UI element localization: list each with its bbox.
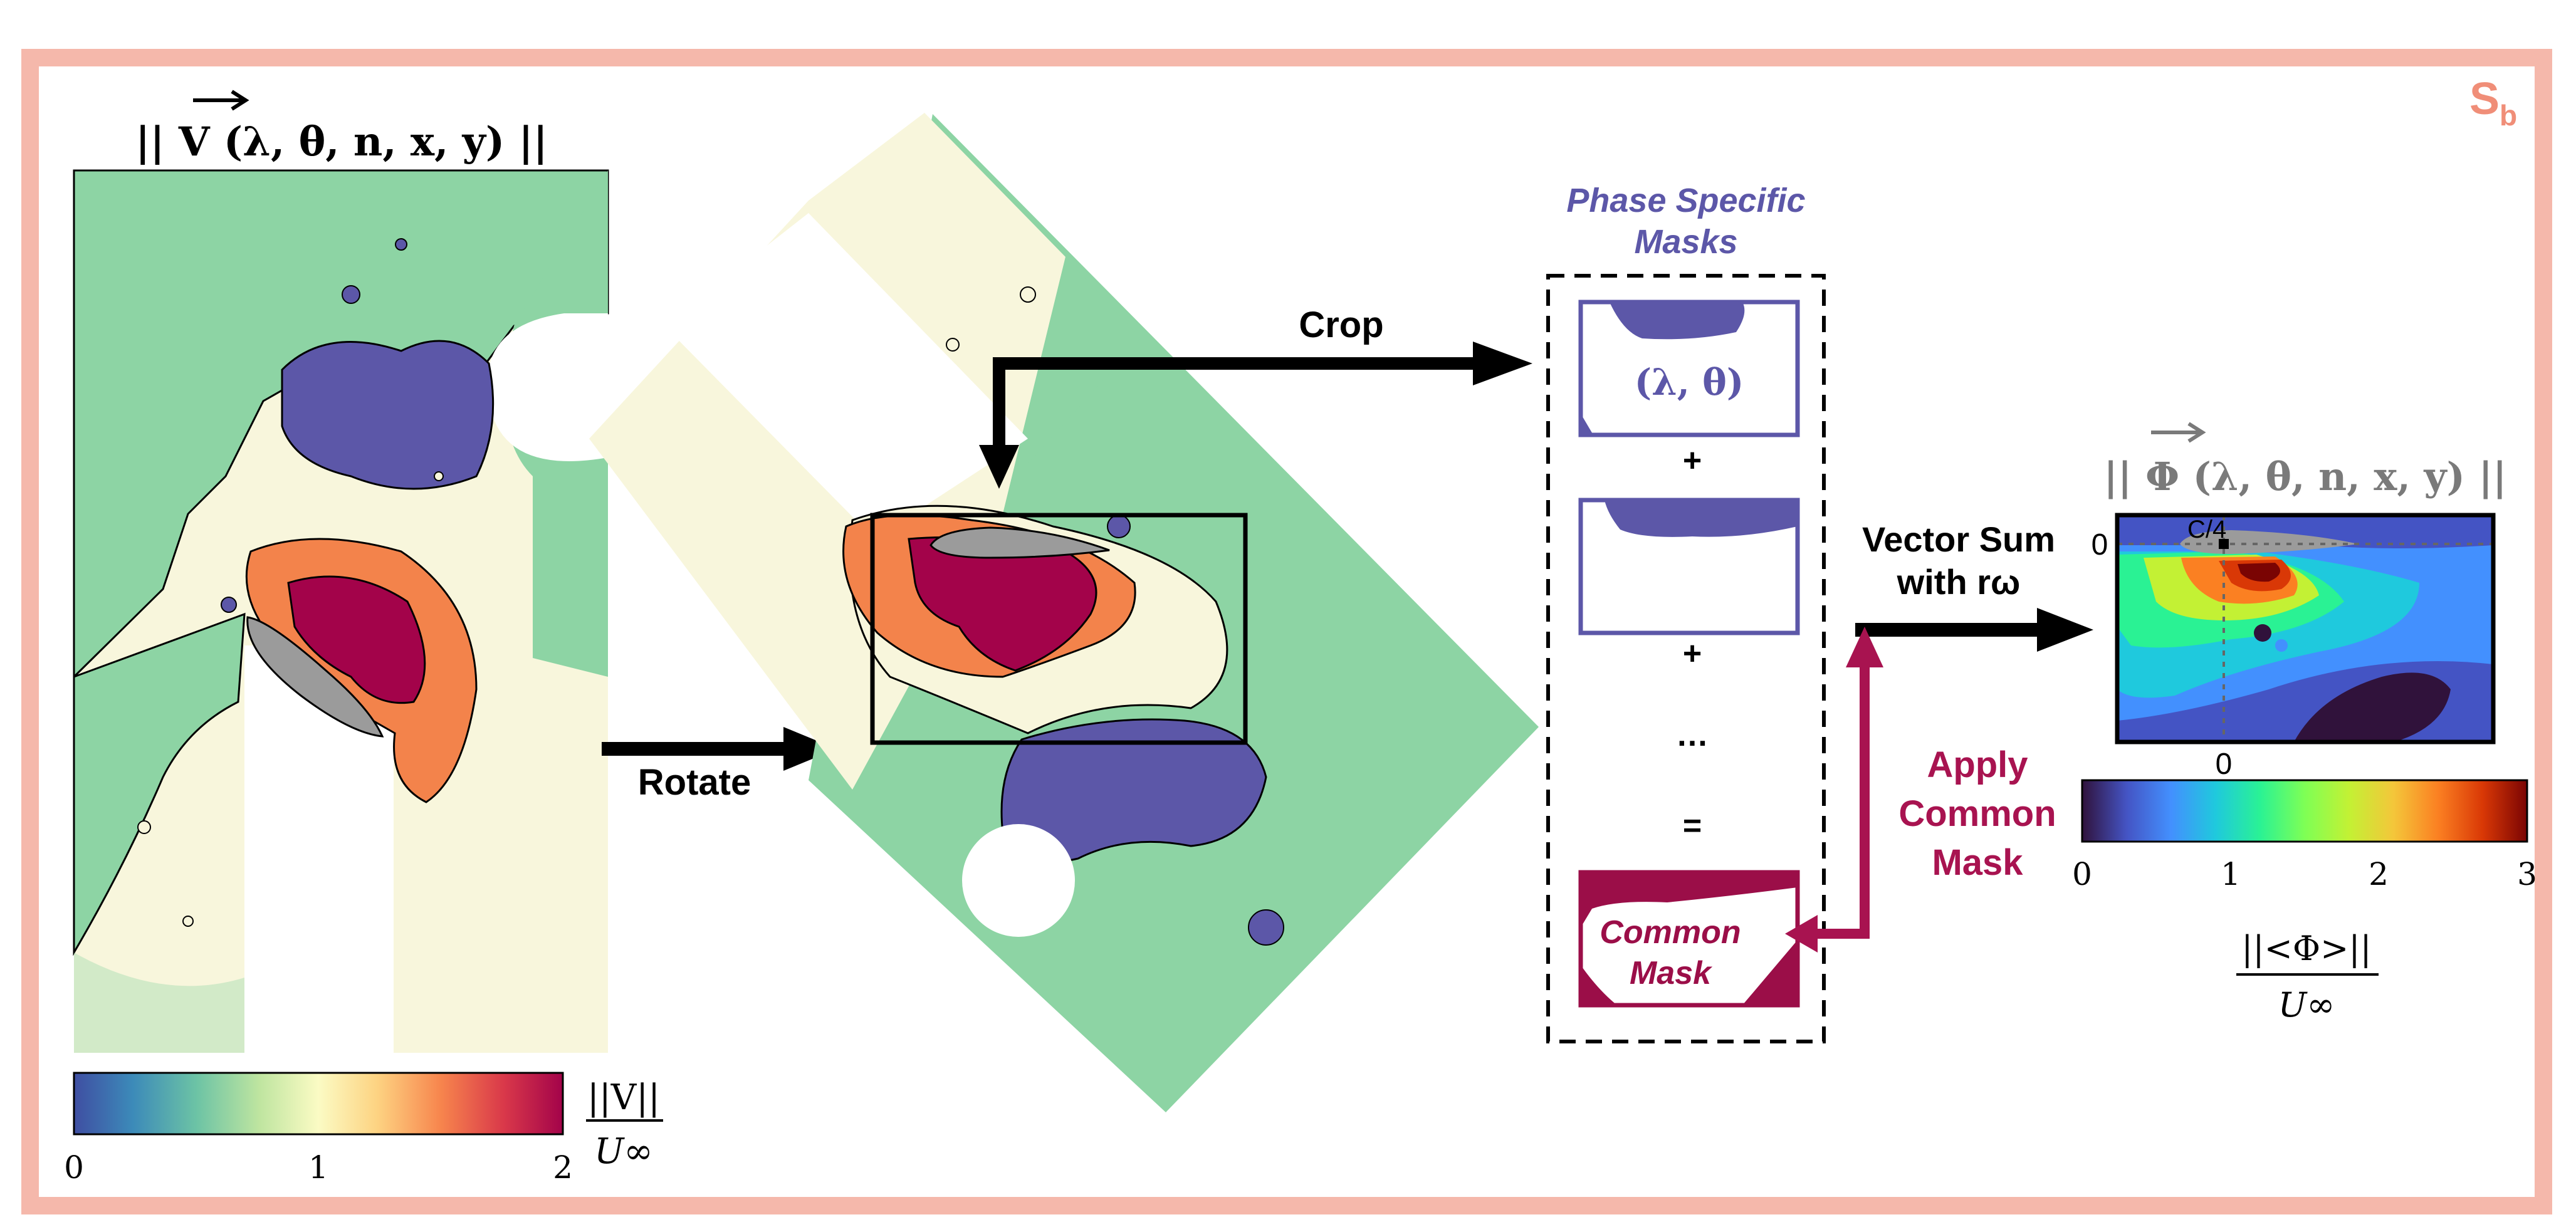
crop-label: Crop bbox=[1299, 305, 1383, 345]
vector-sum-arrow: Vector Sum with rω bbox=[1855, 520, 2093, 652]
crop-rectangle bbox=[870, 513, 1248, 745]
apply-label-line3: Mask bbox=[1932, 842, 2023, 883]
rotate-arrow: Rotate bbox=[602, 727, 837, 803]
ellipsis: … bbox=[1676, 717, 1709, 753]
masks-title-line1: Phase Specific bbox=[1566, 182, 1805, 219]
left-colorbar: 0 1 2 ||V|| U∞ bbox=[64, 1072, 663, 1186]
masks-column: Phase Specific Masks (λ, θ) + + … = Comm… bbox=[1546, 182, 1826, 1043]
result-y-tick: 0 bbox=[2092, 528, 2108, 561]
rotate-label: Rotate bbox=[638, 762, 751, 803]
masks-title-line2: Masks bbox=[1634, 223, 1737, 261]
apply-label-line1: Apply bbox=[1927, 744, 2028, 785]
crop-arrow: Crop bbox=[979, 305, 1532, 489]
result-title: || Φ (λ, θ, n, x, y) || bbox=[2103, 454, 2506, 499]
vector-sum-line1: Vector Sum bbox=[1862, 520, 2055, 559]
common-mask-line2: Mask bbox=[1630, 955, 1713, 991]
result-colorbar-tick-3: 3 bbox=[2517, 856, 2537, 892]
result-frame bbox=[2115, 513, 2496, 744]
result-colorbar: 0 1 2 3 ||<Φ>|| U∞ bbox=[2072, 779, 2537, 1025]
result-title-vector-arrow bbox=[2151, 422, 2206, 443]
plus-2: + bbox=[1683, 635, 1702, 672]
left-colorbar-tick-0: 0 bbox=[64, 1149, 84, 1186]
common-mask-line1: Common bbox=[1600, 914, 1741, 951]
mask-1-label: (λ, θ) bbox=[1635, 361, 1744, 404]
left-colorbar-tick-1: 1 bbox=[308, 1149, 328, 1186]
left-title-vector-arrow bbox=[193, 90, 249, 111]
result-c4-label: C/4 bbox=[2187, 516, 2226, 543]
figure-frame bbox=[21, 49, 2552, 1214]
vector-sum-line2: with rω bbox=[1897, 562, 2021, 602]
apply-label-line2: Common bbox=[1898, 793, 2056, 834]
left-field-title: || V (λ, θ, n, x, y) || bbox=[135, 118, 548, 165]
result-colorbar-tick-2: 2 bbox=[2369, 856, 2389, 892]
result-colorbar-tick-1: 1 bbox=[2221, 856, 2241, 892]
apply-mask-arrow: Apply Common Mask bbox=[1785, 627, 2056, 953]
result-field bbox=[2117, 515, 2493, 742]
masks-dashed-box bbox=[1546, 274, 1826, 1043]
rotated-velocity-field bbox=[589, 113, 1539, 1112]
result-colorbar-label-num: ||<Φ>|| bbox=[2241, 929, 2372, 968]
result-x-tick: 0 bbox=[2216, 748, 2233, 781]
result-colorbar-label-den: U∞ bbox=[2278, 985, 2335, 1025]
equals: = bbox=[1683, 808, 1702, 844]
left-colorbar-label-num: ||V|| bbox=[587, 1077, 660, 1118]
left-colorbar-label-den: U∞ bbox=[594, 1131, 653, 1172]
plus-1: + bbox=[1683, 442, 1702, 479]
left-colorbar-tick-2: 2 bbox=[553, 1149, 573, 1186]
left-velocity-field bbox=[73, 169, 609, 1053]
result-colorbar-tick-0: 0 bbox=[2072, 856, 2092, 892]
panel-label: Sb bbox=[2469, 74, 2517, 132]
